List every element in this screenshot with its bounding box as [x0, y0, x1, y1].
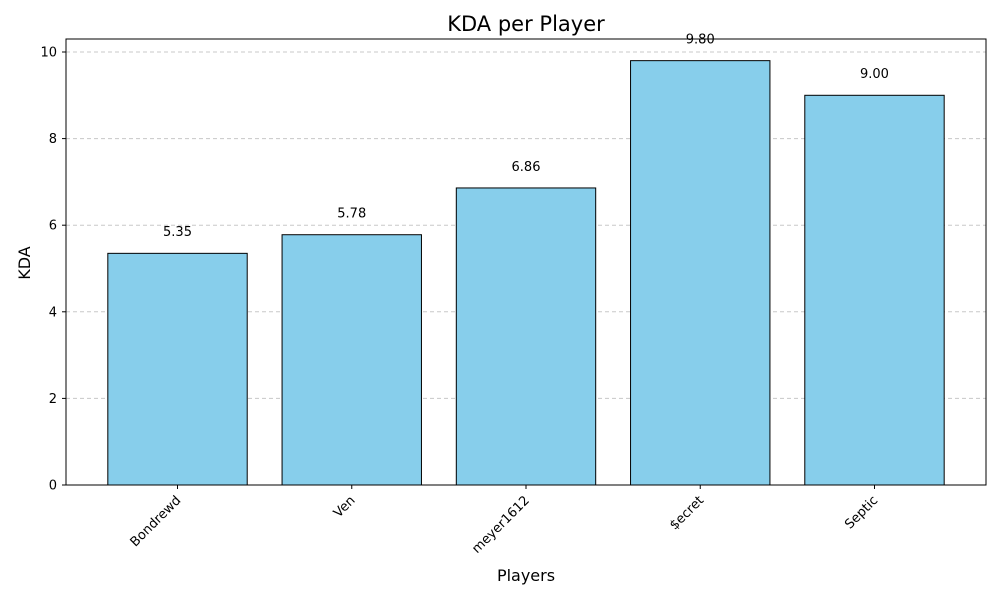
y-tick-label: 8: [49, 132, 57, 147]
chart-title: KDA per Player: [447, 12, 605, 36]
x-axis-label: Players: [497, 566, 555, 585]
x-tick-label: $ecret: [667, 493, 707, 533]
bar-Bondrewd: [107, 252, 248, 486]
y-tick-label: 4: [49, 305, 57, 320]
bars: [107, 60, 945, 486]
bar-value-label: 9.80: [686, 33, 715, 48]
x-tick-label: Ven: [331, 493, 359, 521]
y-axis-label: KDA: [15, 246, 34, 280]
plot-frame: [65, 38, 987, 486]
y-tick-label: 0: [49, 479, 57, 494]
bar-value-label: 5.35: [163, 225, 192, 240]
y-tick-label: 10: [40, 45, 57, 60]
x-tick-label: meyer1612: [469, 493, 532, 556]
bar-$ecret: [630, 60, 771, 486]
x-tick-label: Bondrewd: [128, 493, 185, 550]
bar-value-label: 5.78: [337, 207, 366, 222]
x-tick-label: Septic: [842, 493, 881, 532]
y-ticks: 0 2 4 6 8 10: [40, 45, 66, 494]
x-ticks: Bondrewd Ven meyer1612 $ecret Septic: [128, 485, 881, 557]
y-tick-label: 6: [49, 219, 57, 234]
bar-Ven: [281, 234, 422, 486]
bar-value-label: 6.86: [512, 160, 541, 175]
bar-Septic: [804, 94, 945, 486]
bar-value-label: 9.00: [860, 67, 889, 82]
value-labels: 5.35 5.78 6.86 9.80 9.00: [163, 33, 889, 241]
bar-meyer1612: [455, 187, 597, 486]
y-tick-label: 2: [49, 392, 57, 407]
